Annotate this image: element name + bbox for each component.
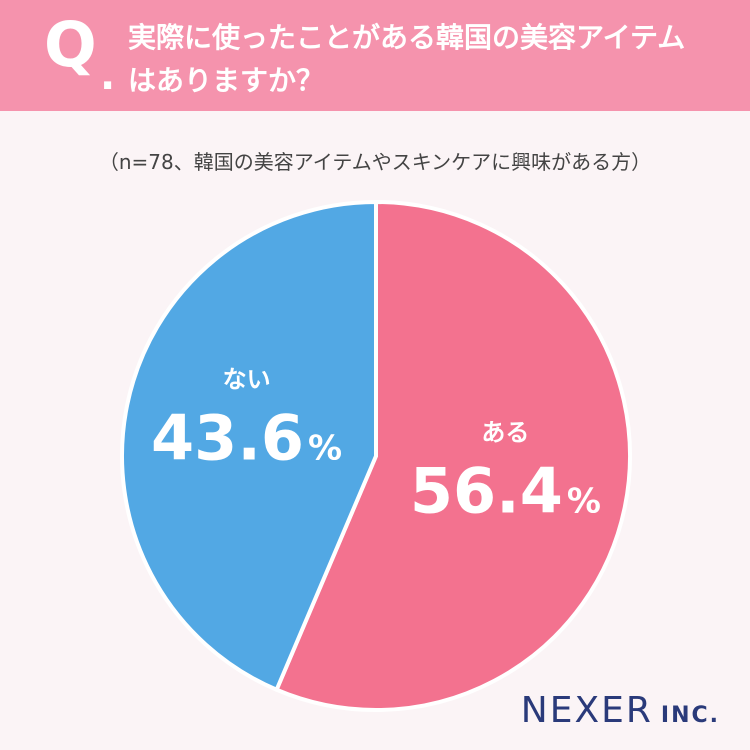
sample-note: （n=78、韓国の美容アイテムやスキンケアに興味がある方） [98,150,652,174]
pie-slice-0 [274,200,632,712]
slice-value-unit: % [567,481,601,521]
question-header: Q . 実際に使ったことがある韓国の美容アイテム はありますか？ [0,0,750,111]
slice-value-label: 43.6% [151,402,342,475]
q-mark: Q [44,8,97,81]
question-line-2: はありますか？ [128,64,325,97]
slice-value-number: 43.6 [151,402,304,475]
question-line-1: 実際に使ったことがある韓国の美容アイテム [128,21,686,54]
q-dot: . [100,53,116,99]
slice-value-label: 56.4% [410,454,601,527]
slice-category-label: ない [223,366,271,394]
logo-main: NEXER [520,690,653,731]
slice-category-label: ある [481,418,529,446]
slice-value-number: 56.4 [410,454,563,527]
question-text: 実際に使ったことがある韓国の美容アイテム はありますか？ [128,16,728,102]
pie-slice-1 [120,200,378,692]
company-logo: NEXER INC. [521,690,720,731]
slice-value-unit: % [308,429,342,469]
logo-suffix: INC. [660,703,720,728]
